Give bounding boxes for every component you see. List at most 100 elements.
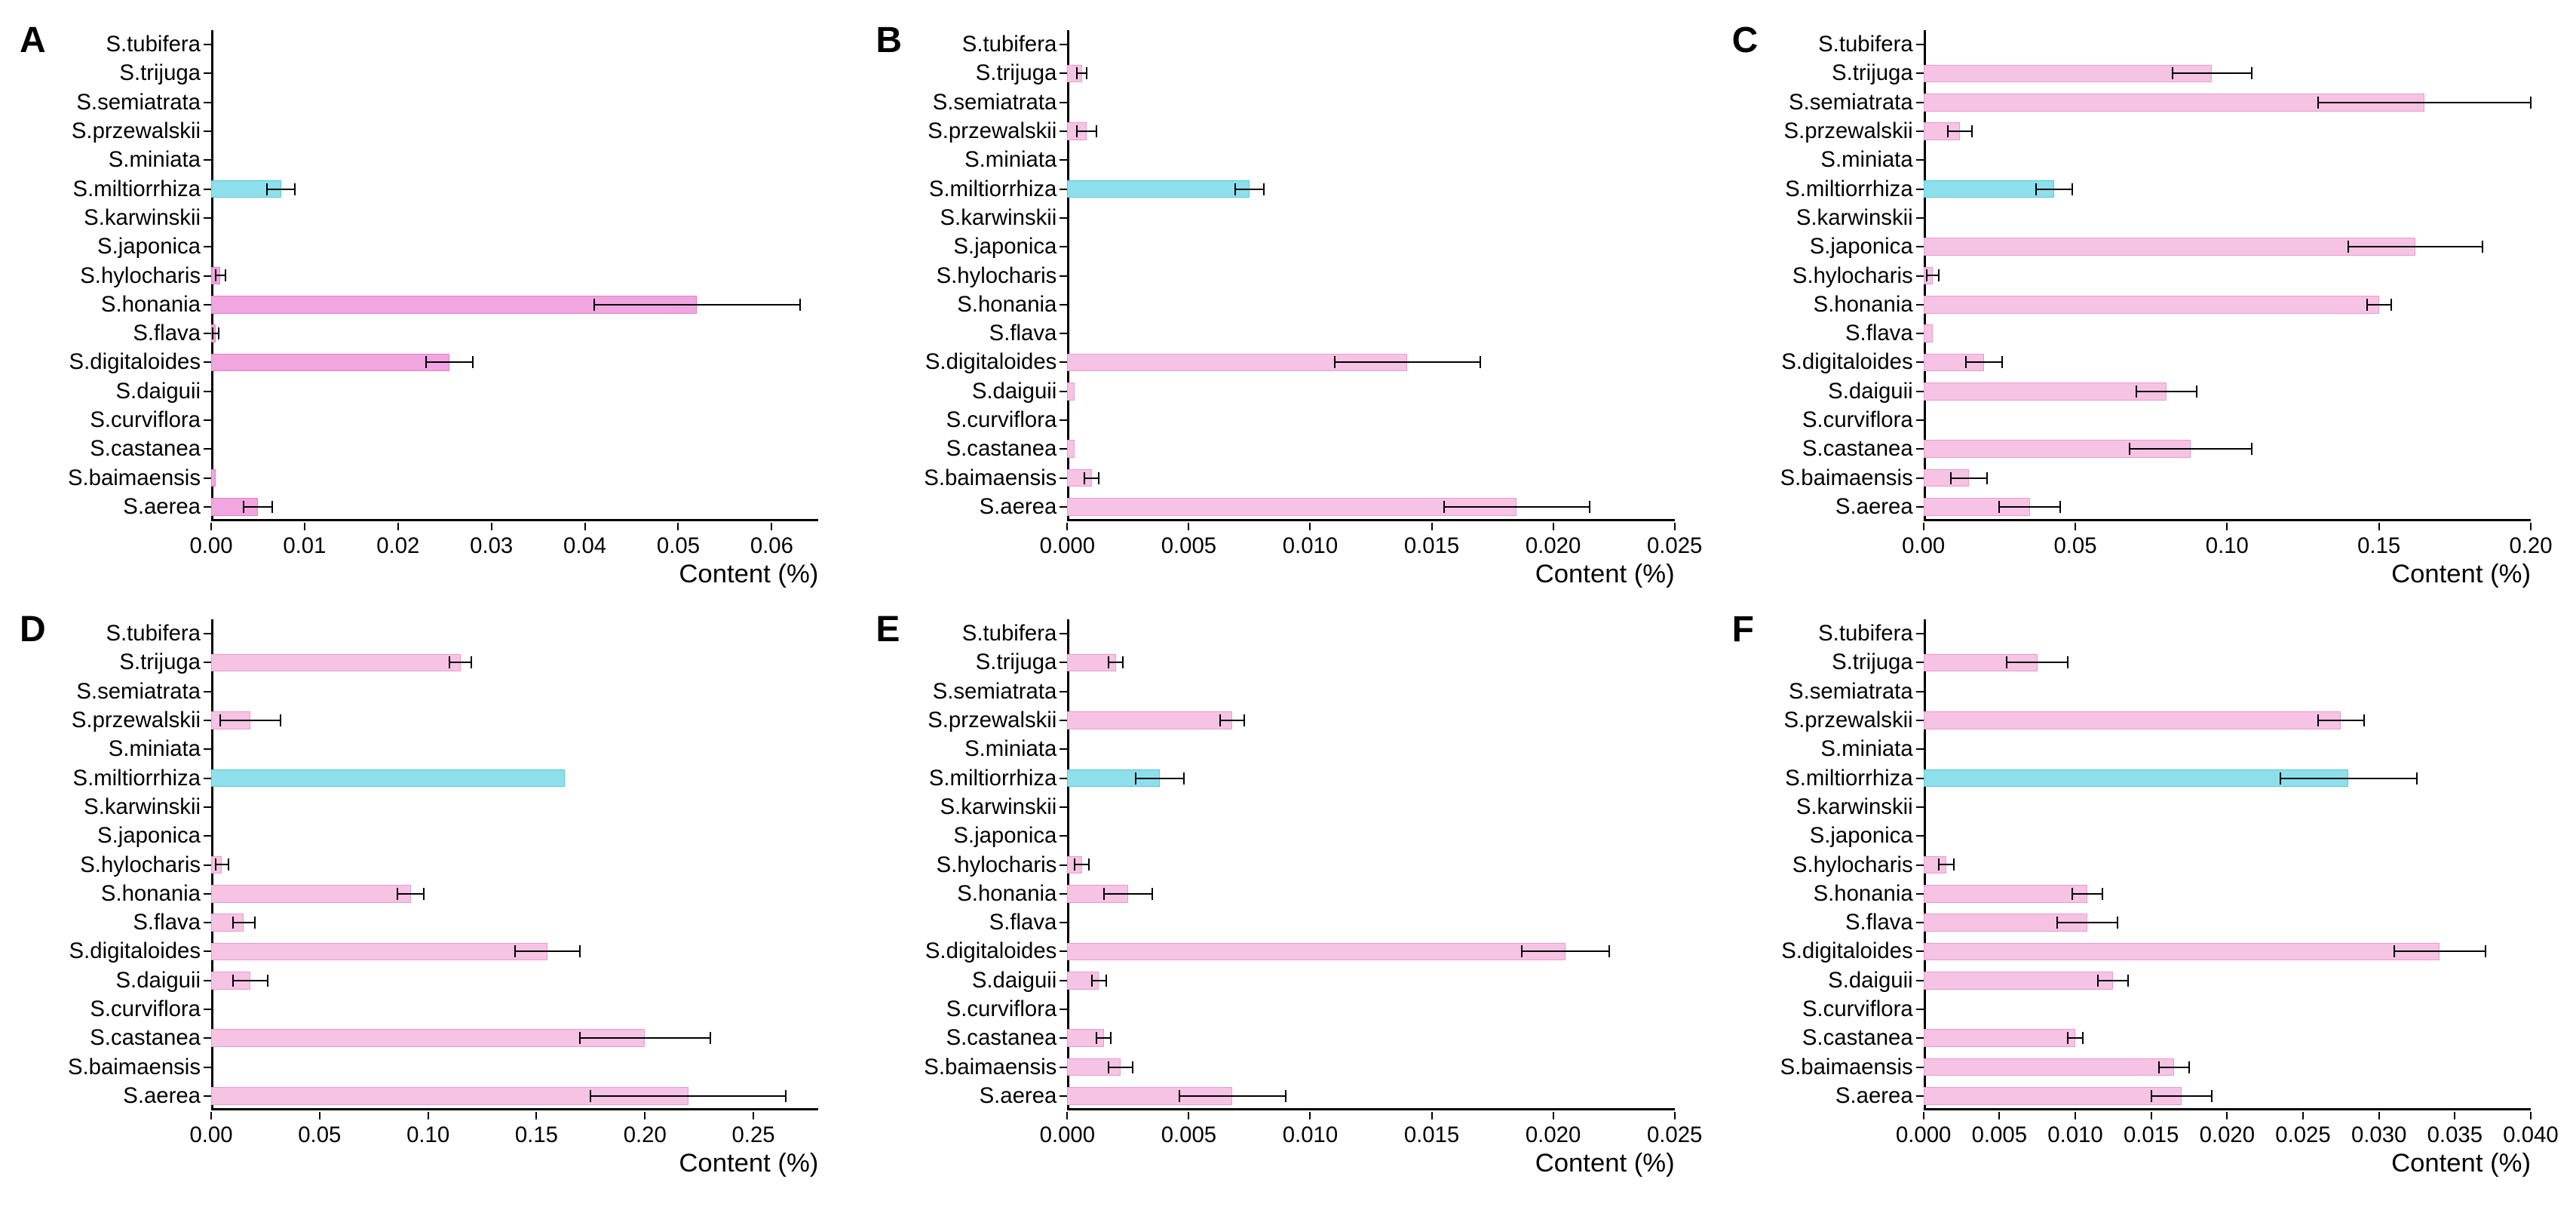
- bar: [1924, 885, 2087, 903]
- y-tick: [204, 835, 211, 837]
- error-bar-cap: [1108, 1061, 1109, 1073]
- bar-row: [1067, 440, 1674, 458]
- y-category-label: S.honania: [957, 292, 1056, 318]
- y-tick: [204, 419, 211, 421]
- error-bar-line: [2173, 72, 2252, 74]
- x-axis-title: Content (%): [679, 1149, 818, 1178]
- error-bar-line: [2007, 662, 2068, 663]
- bar-row: [1924, 740, 2531, 758]
- error-bar-line: [1951, 477, 1987, 479]
- y-tick: [204, 131, 211, 132]
- error-bar-cap: [2530, 97, 2532, 109]
- y-category-label: S.flava: [989, 321, 1057, 346]
- y-tick: [204, 662, 211, 663]
- error-bar-cap: [2485, 945, 2486, 957]
- error-bar-cap: [1096, 125, 1097, 137]
- x-tick: [2075, 523, 2076, 530]
- y-tick: [1060, 662, 1067, 663]
- y-category-label: S.trijuga: [119, 60, 201, 86]
- bar-row: [211, 267, 818, 285]
- y-category-label: S.przewalskii: [928, 708, 1056, 733]
- y-tick: [1916, 1009, 1924, 1010]
- x-tick: [2530, 1112, 2532, 1119]
- y-category-label: S.daiguii: [972, 379, 1057, 404]
- bar: [1924, 711, 2341, 729]
- error-bar-cap: [1263, 183, 1265, 195]
- bar-row: [211, 1058, 818, 1076]
- error-bar-cap: [228, 858, 229, 871]
- plot-area: S.tubiferaS.trijugaS.semiatrataS.przewal…: [1067, 619, 1674, 1110]
- error-bar-cap: [2188, 1061, 2190, 1073]
- x-tick-label: 0.000: [1040, 533, 1095, 559]
- y-category-label: S.hylocharis: [80, 852, 201, 878]
- y-tick: [1060, 980, 1067, 981]
- y-category-label: S.trijuga: [1832, 60, 1913, 86]
- bar-row: [1924, 354, 2531, 372]
- error-bar-cap: [2035, 183, 2037, 195]
- y-tick: [204, 506, 211, 508]
- bar-row: [1067, 296, 1674, 314]
- bar: [211, 654, 461, 672]
- bar-row: [1067, 625, 1674, 643]
- error-bar-cap: [579, 1032, 581, 1044]
- error-bar-line: [2394, 950, 2486, 952]
- y-category-label: S.miniata: [1820, 147, 1912, 173]
- bar-row: [211, 683, 818, 701]
- error-bar-cap: [2317, 714, 2319, 726]
- y-category-label: S.japonica: [953, 823, 1056, 849]
- y-category-label: S.daiguii: [115, 379, 201, 404]
- y-category-label: S.honania: [1814, 881, 1913, 907]
- error-bar-cap: [1950, 472, 1952, 484]
- y-category-label: S.baimaensis: [1780, 1055, 1913, 1080]
- y-tick: [1916, 419, 1924, 421]
- y-category-label: S.honania: [101, 881, 201, 907]
- error-bar-line: [1136, 778, 1184, 779]
- bar-row: [1067, 1029, 1674, 1047]
- x-tick-label: 0.005: [1972, 1122, 2027, 1148]
- y-tick: [1060, 778, 1067, 779]
- y-category-label: S.semiatrata: [933, 679, 1057, 705]
- y-tick: [1060, 44, 1067, 45]
- y-tick: [204, 980, 211, 981]
- x-tick: [1553, 523, 1554, 530]
- plot-area: S.tubiferaS.trijugaS.semiatrataS.przewal…: [1924, 619, 2531, 1110]
- y-tick: [1060, 1037, 1067, 1039]
- bar-row: [1067, 654, 1674, 672]
- bar-row: [211, 151, 818, 169]
- y-category-label: S.hylocharis: [937, 263, 1057, 289]
- error-bar-line: [2036, 189, 2072, 190]
- error-bar-cap: [1132, 1061, 1133, 1073]
- x-tick: [535, 1112, 537, 1119]
- error-bar-cap: [2416, 772, 2418, 785]
- y-category-label: S.curviflora: [1802, 996, 1913, 1022]
- x-tick-label: 0.015: [2124, 1122, 2179, 1148]
- error-bar-cap: [2251, 443, 2252, 455]
- bar-row: [1067, 324, 1674, 342]
- bar-row: [1067, 411, 1674, 429]
- y-tick: [204, 44, 211, 45]
- error-bar-cap: [449, 656, 450, 668]
- y-category-label: S.hylocharis: [937, 852, 1057, 878]
- y-tick: [1060, 333, 1067, 334]
- bar: [1067, 711, 1232, 729]
- error-bar-line: [1109, 662, 1123, 663]
- bar-row: [1067, 827, 1674, 845]
- x-tick-label: 0.00: [189, 1122, 232, 1148]
- y-tick: [204, 950, 211, 952]
- y-category-label: S.baimaensis: [68, 465, 201, 491]
- y-tick: [1916, 44, 1924, 45]
- error-bar-cap: [1110, 1032, 1112, 1044]
- error-bar-cap: [397, 888, 398, 900]
- y-category-label: S.trijuga: [976, 60, 1057, 86]
- error-bar-cap: [1443, 501, 1445, 513]
- bar: [1924, 324, 1933, 342]
- bar-row: [1067, 798, 1674, 816]
- error-bar-line: [594, 304, 800, 306]
- y-category-label: S.curviflora: [90, 996, 201, 1022]
- y-category-label: S.daiguii: [972, 968, 1057, 993]
- y-category-label: S.castanea: [1802, 436, 1913, 462]
- y-tick: [204, 778, 211, 779]
- bar-row: [1924, 1087, 2531, 1105]
- y-tick: [204, 1067, 211, 1068]
- y-tick: [1916, 246, 1924, 247]
